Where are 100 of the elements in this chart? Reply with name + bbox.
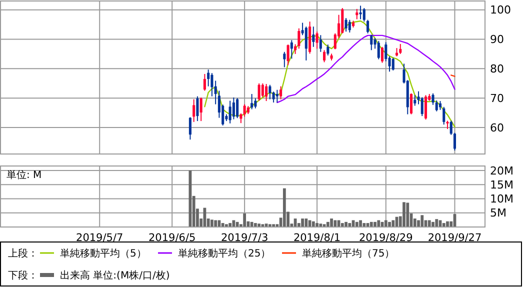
bar — [362, 223, 366, 227]
candlestick — [362, 8, 366, 22]
candlestick — [268, 84, 272, 100]
bar — [272, 224, 275, 227]
bar — [377, 220, 380, 227]
candlestick — [192, 98, 196, 122]
candlestick — [290, 40, 293, 60]
y-tick-label: 20M — [490, 164, 514, 178]
candlestick — [399, 43, 402, 54]
bar — [435, 219, 438, 227]
candlestick — [442, 106, 446, 126]
x-tick-label: 2019/8/29 — [358, 232, 413, 244]
candlestick — [258, 82, 260, 102]
candlestick — [323, 50, 326, 63]
annotation: 単位: M — [6, 169, 42, 181]
candlestick — [377, 40, 380, 60]
x-tick-label: 2019/8/1 — [293, 232, 341, 244]
candlestick — [366, 19, 370, 34]
candlestick — [348, 19, 351, 33]
candlestick — [414, 94, 416, 106]
bar — [254, 223, 257, 227]
bar — [359, 220, 362, 227]
candlestick — [203, 73, 206, 92]
candlestick — [250, 93, 254, 110]
bar — [446, 221, 449, 227]
y-tick-label: 90 — [490, 33, 504, 46]
bar — [392, 220, 395, 227]
bar — [355, 222, 358, 227]
candlestick — [261, 82, 264, 98]
bar — [348, 223, 352, 227]
bar — [218, 220, 221, 227]
candlestick — [380, 46, 384, 64]
bar — [344, 222, 348, 227]
bar — [340, 223, 344, 227]
line-series — [276, 34, 456, 104]
bar — [214, 220, 218, 227]
candlestick — [356, 8, 358, 20]
x-tick-label: 2019/9/27 — [428, 232, 482, 244]
x-tick-label: 2019/6/5 — [148, 232, 196, 244]
candlestick — [312, 26, 315, 48]
bar — [228, 223, 232, 227]
y-tick-label: 60 — [490, 121, 504, 134]
candlestick — [200, 97, 202, 122]
candlestick — [341, 8, 344, 34]
bar — [250, 222, 254, 227]
bar — [334, 220, 337, 227]
bar — [442, 223, 446, 227]
legend-label: 単純移動平均（75） — [302, 248, 395, 260]
bar — [420, 215, 424, 227]
candlestick — [370, 34, 373, 51]
bar — [330, 218, 333, 227]
legend-title: 上段： — [8, 248, 38, 260]
y-tick-label: 10M — [490, 192, 514, 206]
x-tick-label: 2019/5/7 — [76, 232, 124, 244]
bar — [282, 188, 286, 227]
candlestick — [232, 97, 235, 120]
candlestick — [326, 44, 330, 56]
bar — [221, 223, 224, 227]
bar — [428, 220, 431, 227]
candlestick — [210, 72, 214, 97]
bar — [326, 222, 330, 227]
bar — [406, 202, 410, 227]
candlestick — [392, 57, 394, 71]
candlestick — [228, 100, 232, 124]
candlestick — [344, 18, 348, 32]
bar — [432, 222, 434, 227]
candlestick — [286, 44, 290, 66]
bar — [210, 220, 214, 227]
candlestick — [424, 94, 428, 120]
legend-label: 単純移動平均（5） — [60, 248, 146, 260]
y-tick-label: 70 — [490, 92, 504, 105]
candlestick — [207, 69, 210, 87]
candlestick — [254, 98, 257, 109]
candlestick — [280, 86, 282, 100]
bar — [402, 202, 406, 227]
candlestick — [196, 96, 199, 122]
bar — [243, 213, 246, 227]
bar — [224, 224, 228, 227]
candlestick — [265, 83, 268, 102]
candlestick — [410, 92, 413, 115]
candlestick — [420, 96, 424, 117]
bar — [236, 222, 239, 227]
legend-label: 出来高 単位:(M株/口/枚) — [60, 270, 170, 282]
candlestick — [316, 31, 318, 50]
bar — [319, 224, 322, 227]
line-series — [204, 20, 456, 128]
x-tick-label: 2019/7/3 — [220, 232, 268, 244]
bar — [268, 224, 272, 227]
bar — [370, 222, 373, 227]
bar — [301, 218, 304, 227]
y-tick-label: 5M — [490, 206, 506, 220]
candlestick — [236, 98, 239, 119]
y-tick-label: 80 — [490, 62, 504, 76]
candlestick — [319, 34, 322, 52]
candlestick — [243, 104, 246, 118]
y-tick-label: 100 — [490, 4, 511, 17]
bar — [304, 218, 308, 227]
bar — [264, 224, 268, 227]
y-tick-label: 15M — [490, 178, 514, 192]
candlestick — [188, 116, 192, 140]
